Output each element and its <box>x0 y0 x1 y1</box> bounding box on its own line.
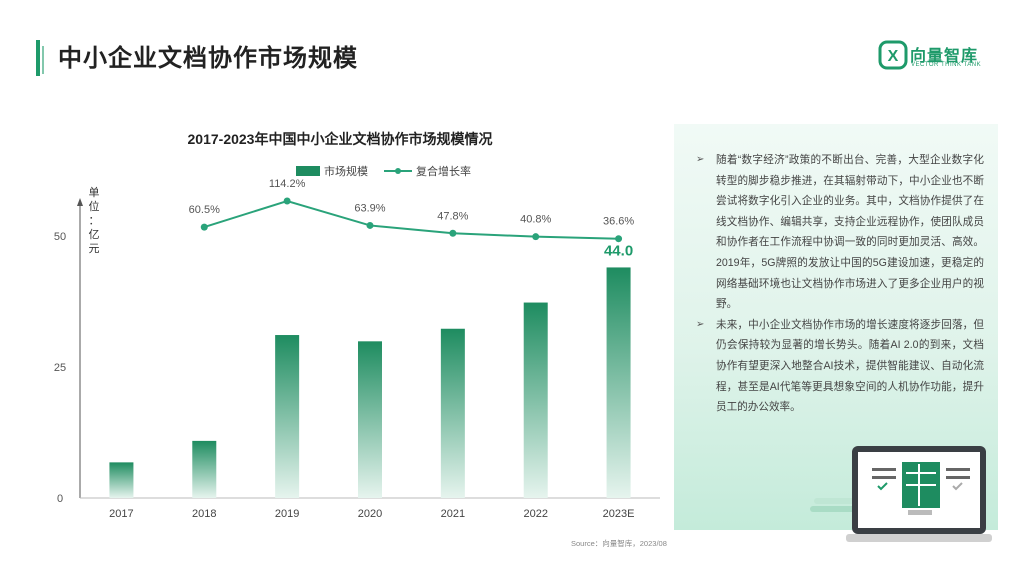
legend-bar-swatch <box>296 166 320 176</box>
y-unit-label: ： <box>89 215 100 227</box>
y-tick-label: 25 <box>54 362 66 374</box>
source-note: Source：向量智库，2023/08 <box>571 539 667 548</box>
x-tick-label: 2023E <box>603 508 635 520</box>
bar-2018 <box>192 440 217 498</box>
legend-line-label: 复合增长率 <box>416 164 471 178</box>
bullet-arrow-icon: ➢ <box>696 154 705 165</box>
legend-bar-label: 市场规模 <box>324 164 368 178</box>
growth-rate-point <box>283 197 291 205</box>
x-tick-label: 2020 <box>358 508 382 520</box>
bar-data-label: 44.0 <box>604 242 633 259</box>
y-unit-label: 亿 <box>89 228 100 241</box>
growth-rate-label: 36.6% <box>603 216 634 228</box>
svg-text:X: X <box>888 48 899 65</box>
x-tick-label: 2019 <box>275 508 299 520</box>
laptop-illustration-icon <box>810 446 992 542</box>
page-title: 中小企业文档协作市场规模 <box>58 45 358 72</box>
insight-bullets: ➢ 随着“数字经济”政策的不断出台、完善，大型企业数字化转型的脚步稳步推进，在其… <box>694 150 984 418</box>
title-accent-bar <box>36 40 46 76</box>
logo-icon: X <box>878 40 908 70</box>
bar-2021 <box>440 328 465 498</box>
growth-rate-label: 63.9% <box>354 202 385 214</box>
x-tick-label: 2021 <box>441 508 465 520</box>
growth-rate-label: 47.8% <box>437 210 468 222</box>
brand-logo: X 向量智库 VECTOR THINK TANK <box>878 38 988 74</box>
y-tick-label: 50 <box>54 231 66 243</box>
bar-2017 <box>109 462 134 498</box>
x-tick-label: 2022 <box>523 508 547 520</box>
insight-bullet-2: ➢ 未来，中小企业文档协作市场的增长速度将逐步回落，但仍会保持较为显著的增长势头… <box>694 315 984 418</box>
logo-subtitle: VECTOR THINK TANK <box>911 62 982 68</box>
legend-line-marker <box>395 168 401 174</box>
bar-2020 <box>358 341 382 498</box>
bar-2019 <box>275 335 300 498</box>
chart-title: 2017-2023年中国中小企业文档协作市场规模情况 <box>187 131 493 147</box>
growth-rate-point <box>200 223 208 231</box>
growth-rate-label: 40.8% <box>520 214 551 226</box>
y-unit-label: 元 <box>89 243 100 255</box>
growth-rate-point <box>449 229 457 237</box>
logo-name: 向量智库 <box>910 48 979 65</box>
y-unit-label: 位 <box>89 199 100 213</box>
bar-2022 <box>523 302 548 498</box>
growth-rate-point <box>366 221 374 229</box>
y-axis-arrow-icon <box>77 198 83 206</box>
x-tick-label: 2017 <box>109 508 133 520</box>
growth-rate-line <box>203 199 619 240</box>
growth-rate-label: 114.2% <box>269 178 306 190</box>
growth-rate-point <box>615 235 623 243</box>
bar-line-chart: 0 25 50 单位 ：亿元 2017 2018 2019 2020 2021 2022 2023E 4… <box>54 164 660 520</box>
insight-bullet-1: ➢ 随着“数字经济”政策的不断出台、完善，大型企业数字化转型的脚步稳步推进，在其… <box>694 150 984 315</box>
bullet-arrow-icon: ➢ <box>696 318 705 330</box>
growth-rate-point <box>532 233 540 241</box>
growth-rate-label: 60.5% <box>189 204 220 216</box>
bar-2023E <box>606 267 631 498</box>
x-tick-label: 2018 <box>192 508 216 520</box>
y-unit-label: 单 <box>89 186 100 199</box>
y-tick-label: 0 <box>57 493 63 505</box>
